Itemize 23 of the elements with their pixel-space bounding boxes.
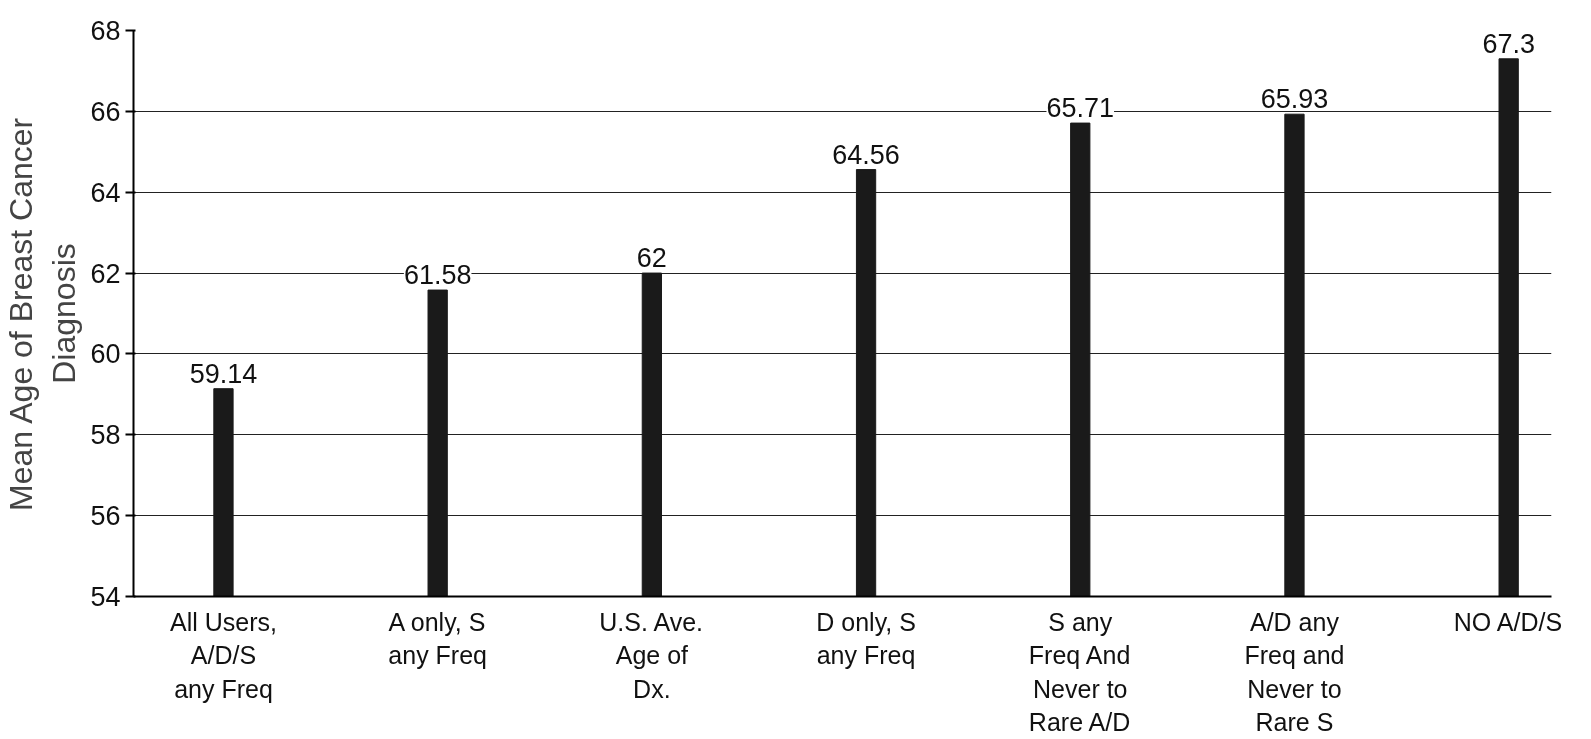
y-tick-label: 68 — [90, 16, 121, 46]
y-tick-label: 62 — [90, 258, 121, 289]
y-tick-label: 54 — [90, 582, 121, 612]
y-tick-label: 60 — [90, 339, 121, 370]
data-label: 65.93 — [1260, 84, 1329, 115]
data-label: 62 — [636, 243, 667, 274]
data-label: 61.58 — [403, 260, 472, 291]
y-tick-label: 64 — [90, 177, 121, 208]
y-tick-label: 66 — [90, 96, 121, 127]
x-tick-label: All Users, A/D/S any Freq — [169, 607, 277, 703]
y-axis-title: Mean Age of Breast Cancer Diagnosis — [3, 117, 83, 511]
x-tick-label: D only, S any Freq — [816, 607, 916, 670]
data-label: 64.56 — [832, 139, 900, 170]
x-tick-label: NO A/D/S — [1453, 607, 1563, 636]
x-tick-label: U.S. Ave. Age of Dx. — [599, 607, 704, 703]
data-label: 67.3 — [1482, 28, 1535, 59]
data-label: 65.71 — [1046, 93, 1115, 124]
data-label: 59.14 — [189, 358, 258, 389]
x-tick-label: A only, S any Freq — [388, 607, 488, 670]
x-tick-label: A/D any Freq and Never to Rare S — [1244, 607, 1345, 737]
y-tick-label: 56 — [90, 501, 121, 532]
x-tick-label: S any Freq And Never to Rare A/D — [1028, 607, 1131, 737]
y-tick-label: 58 — [90, 420, 121, 451]
